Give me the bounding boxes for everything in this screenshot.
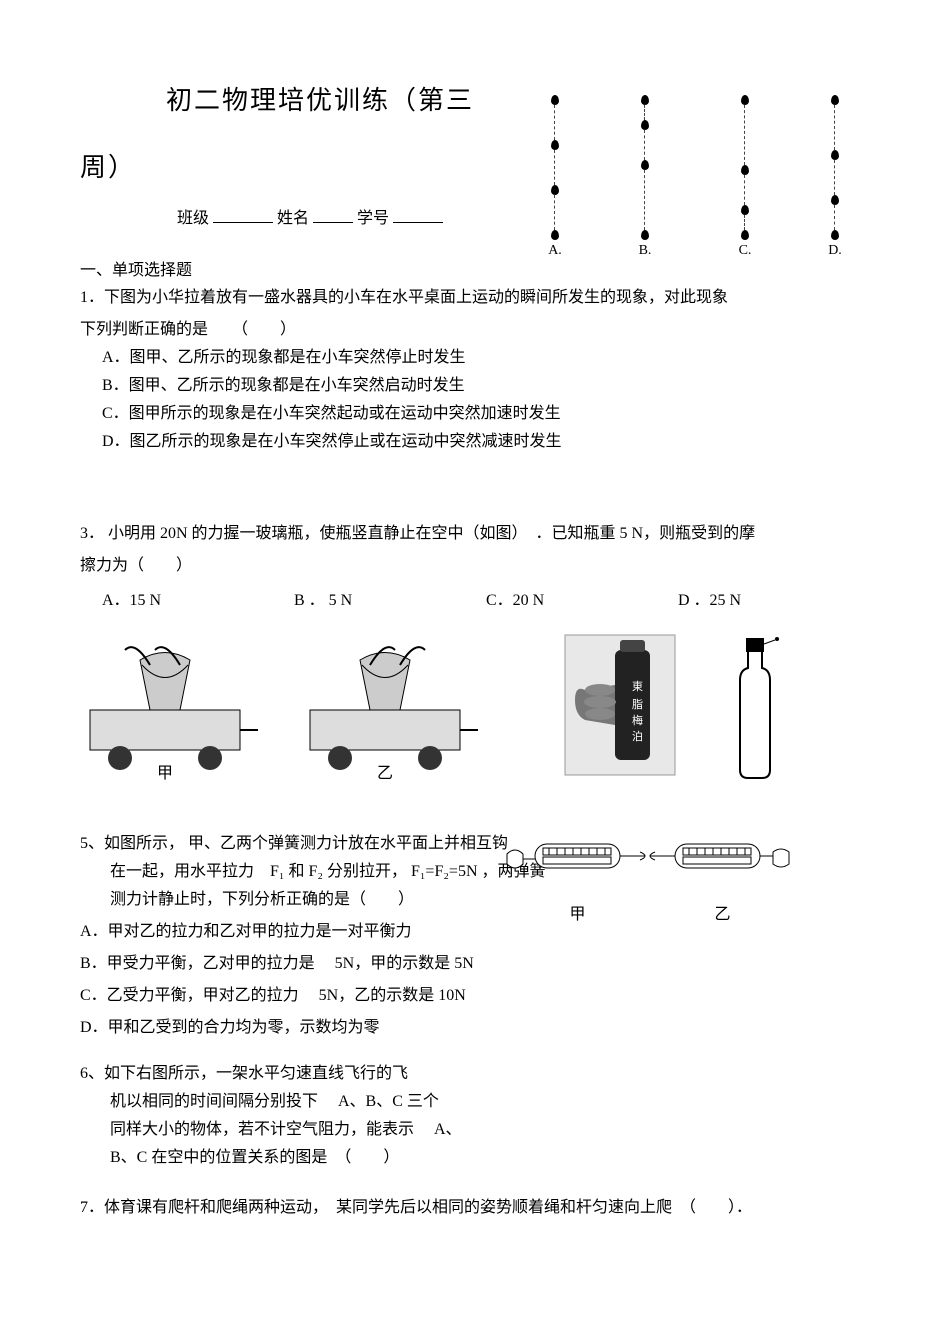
q6-line1: 机以相同的时间间隔分别投下 A、B、C 三个 bbox=[80, 1088, 870, 1116]
q5-opt-c: C．乙受力平衡，甲对乙的拉力 5N，乙的示数是 10N bbox=[80, 982, 870, 1010]
cart-label-jia: 甲 bbox=[157, 765, 173, 780]
cart-label-yi: 乙 bbox=[377, 765, 393, 780]
q1-opt-b: B．图甲、乙所示的现象都是在小车突然启动时发生 bbox=[102, 372, 870, 400]
q3-stem2: 擦力为（ ） bbox=[80, 552, 870, 580]
q1-opt-d: D．图乙所示的现象是在小车突然停止或在运动中突然减速时发生 bbox=[102, 428, 870, 456]
q5-opt-b: B．甲受力平衡，乙对甲的拉力是 5N，甲的示数是 5N bbox=[80, 950, 870, 978]
q3-stem1: 3． 小明用 20N 的力握一玻璃瓶，使瓶竖直静止在空中（如图） ．已知瓶重 5… bbox=[80, 520, 870, 548]
drops-label-a: A. bbox=[520, 243, 590, 259]
page-title: 初二物理培优训练（第三 bbox=[130, 80, 510, 117]
class-label: 班级 bbox=[177, 210, 209, 227]
svg-text:梅: 梅 bbox=[632, 713, 643, 727]
svg-text:東: 東 bbox=[632, 680, 643, 693]
cart-yi: 乙 bbox=[300, 630, 480, 780]
drops-label-d: D. bbox=[800, 243, 870, 259]
drops-label-b: B. bbox=[610, 243, 680, 259]
svg-text:脂: 脂 bbox=[632, 697, 643, 711]
cart-jia: 甲 bbox=[80, 630, 260, 780]
q6-line3: B、C 在空中的位置关系的图是 （ ） bbox=[80, 1144, 870, 1172]
hand-bottle: 東 脂 梅 泊 bbox=[560, 630, 680, 780]
q1-stem1: 1．下图为小华拉着放有一盛水器具的小车在水平桌面上运动的瞬间所发生的现象，对此现… bbox=[80, 284, 870, 312]
id-label: 学号 bbox=[357, 210, 389, 227]
form-blanks: 班级 姓名 学号 bbox=[120, 204, 500, 228]
svg-text:泊: 泊 bbox=[632, 730, 643, 743]
q1-stem2: 下列判断正确的是 （ ） bbox=[80, 316, 870, 344]
q3-options: A．15 N B ． 5 N C．20 N D ．25 N bbox=[102, 586, 870, 610]
section-1-heading: 一、单项选择题 bbox=[80, 256, 870, 280]
drops-label-c: C. bbox=[710, 243, 780, 259]
q3-opt-c: C．20 N bbox=[486, 586, 678, 610]
q3-opt-a: A．15 N bbox=[102, 586, 294, 610]
q3-opt-d: D ．25 N bbox=[678, 586, 870, 610]
q6-line0: 6、如下右图所示，一架水平匀速直线飞行的飞 bbox=[80, 1060, 870, 1088]
spring-scales-figure bbox=[505, 834, 795, 889]
q1-opt-a: A．图甲、乙所示的现象都是在小车突然停止时发生 bbox=[102, 344, 870, 372]
q7-stem: 7．体育课有爬杆和爬绳两种运动， 某同学先后以相同的姿势顺着绳和杆匀速向上爬 （… bbox=[80, 1194, 870, 1222]
name-label: 姓名 bbox=[277, 210, 309, 227]
page-title-cont: 周） bbox=[80, 147, 870, 184]
q5-block: 甲 乙 5、如图所示， 甲、乙两个弹簧测力计放在水平面上并相互钩 在一起，用水平… bbox=[80, 830, 870, 1042]
q6-block: 6、如下右图所示，一架水平匀速直线飞行的飞 机以相同的时间间隔分别投下 A、B、… bbox=[80, 1060, 870, 1172]
scale-label-jia: 甲 bbox=[505, 900, 650, 924]
scale-label-yi: 乙 bbox=[650, 900, 795, 924]
q3-opt-b: B ． 5 N bbox=[294, 586, 486, 610]
spray-bottle bbox=[720, 630, 790, 780]
q5-opt-d: D．甲和乙受到的合力均为零，示数均为零 bbox=[80, 1014, 870, 1042]
q1-opt-c: C．图甲所示的现象是在小车突然起动或在运动中突然加速时发生 bbox=[102, 400, 870, 428]
q6-line2: 同样大小的物体，若不计空气阻力，能表示 A、 bbox=[80, 1116, 870, 1144]
